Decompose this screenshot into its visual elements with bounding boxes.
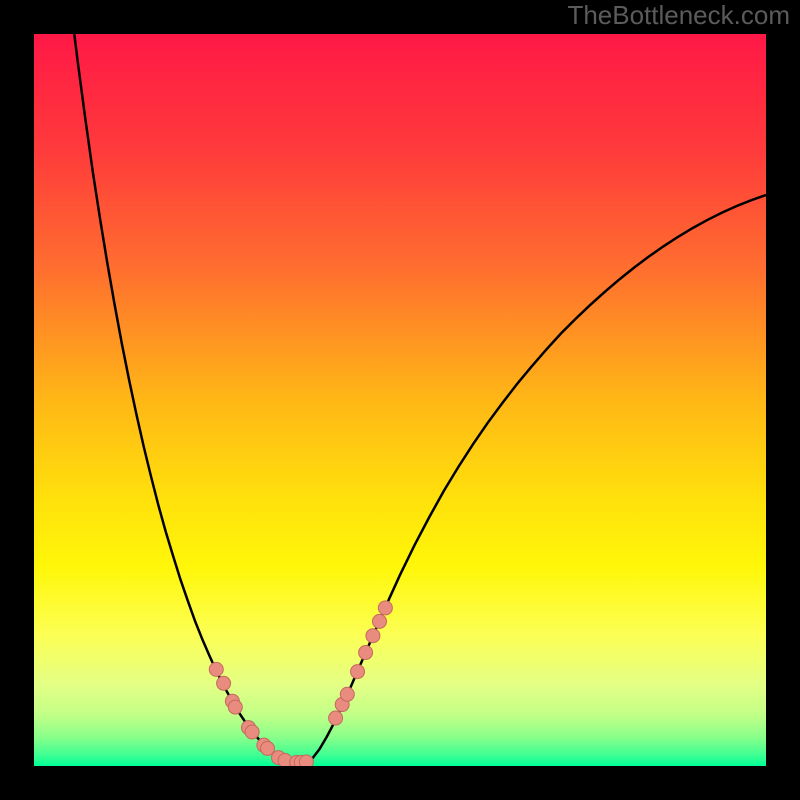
data-marker — [209, 662, 223, 676]
data-marker — [359, 646, 373, 660]
data-marker — [228, 700, 242, 714]
data-marker — [299, 755, 313, 766]
plot-area — [34, 34, 766, 766]
data-marker — [245, 725, 259, 739]
data-marker — [329, 711, 343, 725]
data-marker — [217, 676, 231, 690]
chart-overlay — [34, 34, 766, 766]
data-markers — [209, 601, 392, 766]
watermark-label: TheBottleneck.com — [567, 0, 790, 31]
figure-frame: TheBottleneck.com — [0, 0, 800, 800]
data-marker — [340, 687, 354, 701]
bottleneck-curve — [74, 34, 766, 764]
data-marker — [351, 665, 365, 679]
data-marker — [378, 601, 392, 615]
data-marker — [366, 629, 380, 643]
data-marker — [373, 614, 387, 628]
